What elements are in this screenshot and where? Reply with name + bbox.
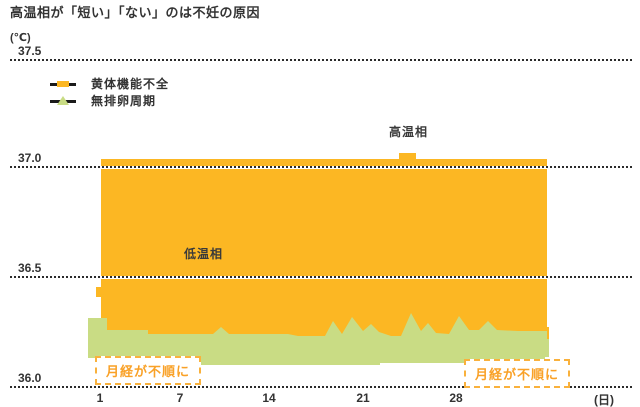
gridline-37-5 [10,59,632,62]
legend-item-luteal-defect: 黄体機能不全 [50,76,169,91]
y-tick-37-5: 37.5 [18,44,42,58]
x-tick-28: 28 [449,391,463,405]
irregular-menstruation-box-right: 月経が不順に [464,359,571,388]
legend-label: 無排卵周期 [91,94,157,108]
legend-square [57,80,69,87]
luteal-defect-band [96,153,549,339]
legend: 黄体機能不全 無排卵周期 [50,76,169,110]
gridline-36-0 [10,386,632,389]
gridline-dots [10,166,632,168]
gridline-37-0 [10,166,632,169]
x-tick-14: 14 [262,391,276,405]
irregular-menstruation-box-left: 月経が不順に [95,356,202,385]
legend-label: 黄体機能不全 [91,77,170,91]
legend-triangle [57,95,69,105]
gridline-dots [10,59,632,61]
anovulatory-band [88,313,549,365]
x-axis-unit: (日) [594,393,614,407]
gridline-dots [10,276,632,278]
legend-item-anovulatory: 無排卵周期 [50,93,169,108]
x-tick-21: 21 [356,391,370,405]
triangle-marker-icon [50,95,76,106]
y-tick-36-5: 36.5 [18,261,42,275]
low-phase-label: 低温相 [184,247,224,261]
high-phase-label: 高温相 [389,125,429,139]
x-tick-7: 7 [176,391,184,405]
y-axis-unit: (℃) [10,32,31,44]
x-tick-1: 1 [96,391,104,405]
gridline-dots [10,386,632,388]
square-marker-icon [50,79,76,89]
gridline-36-5 [10,276,632,279]
y-tick-36-0: 36.0 [18,371,42,385]
y-tick-37-0: 37.0 [18,151,42,165]
chart-title: 高温相が「短い」「ない」のは不妊の原因 [10,5,261,20]
